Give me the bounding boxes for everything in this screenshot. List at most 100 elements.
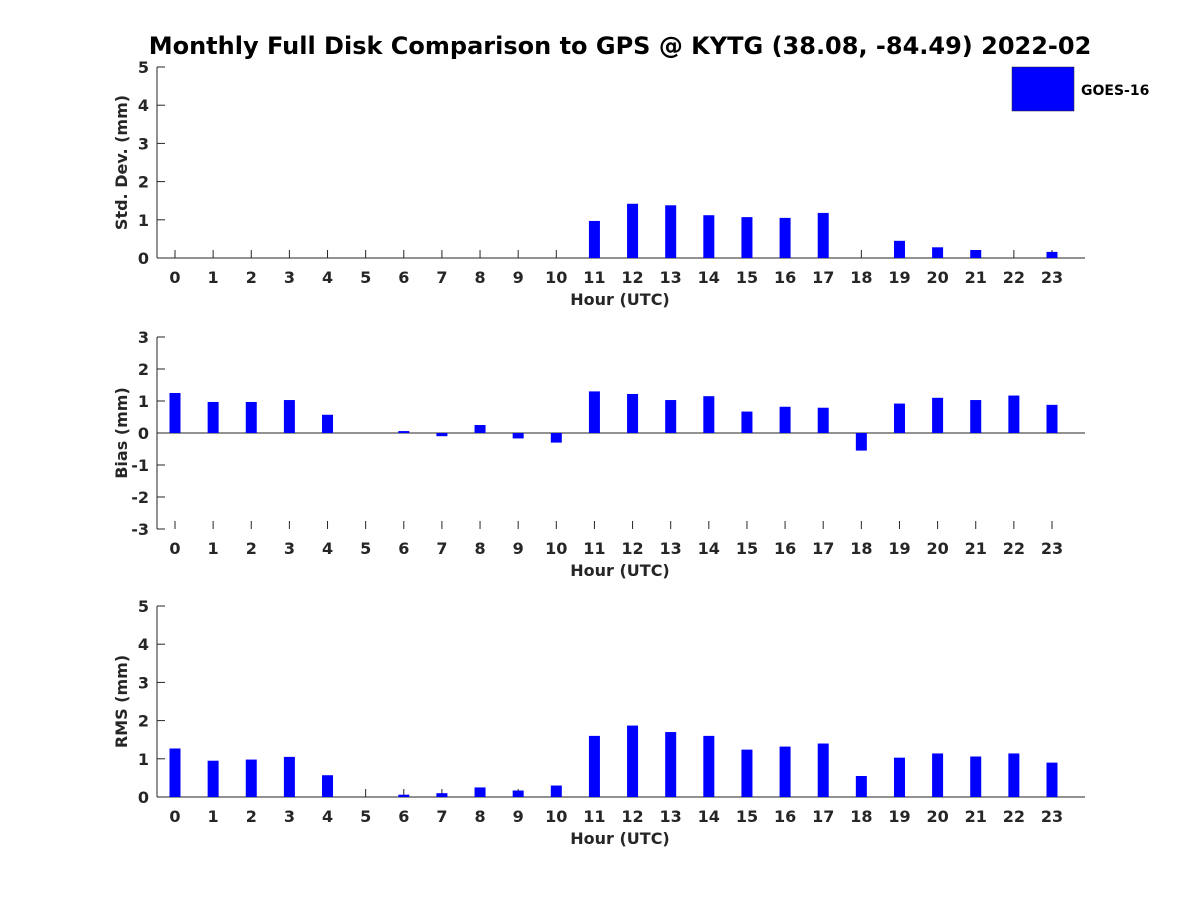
rms-bar-hour-21 — [970, 756, 982, 797]
std-dev-bar-hour-11 — [588, 220, 600, 258]
rms-x-tick-label: 21 — [965, 807, 987, 826]
rms-bar-hour-6 — [398, 794, 410, 797]
std-dev-y-tick-label: 3 — [138, 134, 149, 153]
std-dev-x-tick-label: 16 — [774, 268, 796, 287]
rms-x-label: Hour (UTC) — [570, 829, 670, 848]
rms-bar-hour-12 — [627, 725, 639, 797]
bias-x-label: Hour (UTC) — [570, 561, 670, 580]
rms-y-tick-label: 3 — [138, 673, 149, 692]
rms-x-tick-label: 22 — [1003, 807, 1025, 826]
std-dev-x-tick-label: 18 — [850, 268, 872, 287]
rms-x-tick-label: 7 — [436, 807, 447, 826]
std-dev-x-tick-label: 20 — [926, 268, 948, 287]
bias-bar-hour-22 — [1008, 395, 1020, 433]
bias-x-tick-label: 6 — [398, 539, 409, 558]
std-dev-x-tick-label: 17 — [812, 268, 834, 287]
rms-x-tick-label: 5 — [360, 807, 371, 826]
bias-y-label: Bias (mm) — [112, 387, 131, 479]
rms-y-tick-label: 1 — [138, 750, 149, 769]
bias-bar-hour-6 — [398, 431, 410, 433]
bias-bar-hour-13 — [665, 400, 677, 433]
rms-bar-hour-16 — [779, 746, 791, 797]
bias-bar-hour-21 — [970, 400, 982, 433]
std-dev-x-tick-label: 13 — [660, 268, 682, 287]
rms-bar-hour-1 — [207, 760, 219, 797]
std-dev-x-tick-label: 22 — [1003, 268, 1025, 287]
std-dev-y-tick-label: 5 — [138, 58, 149, 77]
std-dev-x-tick-label: 1 — [208, 268, 219, 287]
std-dev-bar-hour-15 — [741, 217, 753, 258]
std-dev-bar-hour-12 — [627, 203, 639, 258]
legend: GOES-16 — [1011, 66, 1149, 112]
rms-bar-hour-7 — [436, 793, 448, 797]
std-dev-bar-hour-23 — [1046, 251, 1058, 258]
bias-x-tick-label: 11 — [583, 539, 605, 558]
std-dev-x-tick-label: 23 — [1041, 268, 1063, 287]
bias-x-tick-label: 10 — [545, 539, 567, 558]
bias-bar-hour-3 — [283, 400, 295, 433]
std-dev-x-tick-label: 5 — [360, 268, 371, 287]
bias-bar-hour-23 — [1046, 404, 1058, 433]
bias-bar-hour-16 — [779, 406, 791, 433]
std-dev-x-tick-label: 3 — [284, 268, 295, 287]
rms-bar-hour-2 — [245, 759, 257, 797]
rms-x-tick-label: 1 — [208, 807, 219, 826]
rms-bar-hour-22 — [1008, 753, 1020, 797]
bias-x-tick-label: 8 — [474, 539, 485, 558]
bias-y-tick-label: -2 — [131, 488, 149, 507]
rms-bar-hour-10 — [550, 785, 562, 797]
bias-x-tick-label: 9 — [513, 539, 524, 558]
std-dev-x-tick-label: 19 — [888, 268, 910, 287]
rms-x-tick-label: 15 — [736, 807, 758, 826]
std-dev-bar-hour-14 — [703, 215, 715, 258]
rms-y-tick-label: 0 — [138, 788, 149, 807]
std-dev-y-label: Std. Dev. (mm) — [112, 95, 131, 230]
std-dev-bar-hour-17 — [817, 212, 829, 258]
rms-x-tick-label: 6 — [398, 807, 409, 826]
std-dev-x-label: Hour (UTC) — [570, 290, 670, 309]
bias-y-tick-label: -1 — [131, 456, 149, 475]
bias-bar-hour-20 — [932, 397, 944, 433]
std-dev-y-tick-label: 4 — [138, 96, 149, 115]
legend-label: GOES-16 — [1081, 83, 1149, 99]
rms-x-tick-label: 0 — [169, 807, 180, 826]
bias-x-tick-label: 20 — [926, 539, 948, 558]
bias-bar-hour-14 — [703, 396, 715, 433]
bias-x-tick-label: 12 — [621, 539, 643, 558]
std-dev-x-tick-label: 10 — [545, 268, 567, 287]
std-dev-x-tick-label: 11 — [583, 268, 605, 287]
bias-x-tick-label: 5 — [360, 539, 371, 558]
bias-bar-hour-7 — [436, 433, 448, 437]
bias-bar-hour-2 — [245, 401, 257, 433]
std-dev-x-tick-label: 2 — [246, 268, 257, 287]
bias-x-tick-label: 15 — [736, 539, 758, 558]
rms-x-tick-label: 3 — [284, 807, 295, 826]
bias-x-tick-label: 2 — [246, 539, 257, 558]
std-dev-x-tick-label: 14 — [698, 268, 720, 287]
std-dev-x-tick-label: 4 — [322, 268, 333, 287]
rms-bar-hour-17 — [817, 743, 829, 797]
bias-x-tick-label: 21 — [965, 539, 987, 558]
rms-y-tick-label: 5 — [138, 597, 149, 616]
std-dev-bar-hour-20 — [932, 247, 944, 258]
chart-title: Monthly Full Disk Comparison to GPS @ KY… — [149, 32, 1092, 60]
bias-bar-hour-10 — [550, 433, 562, 443]
bias-bar-hour-18 — [855, 433, 867, 451]
std-dev-x-tick-label: 9 — [513, 268, 524, 287]
bias-x-tick-label: 17 — [812, 539, 834, 558]
bias-bar-hour-12 — [627, 393, 639, 433]
rms-x-tick-label: 12 — [621, 807, 643, 826]
rms-bar-hour-18 — [855, 775, 867, 797]
std-dev-bar-hour-16 — [779, 217, 791, 258]
rms-x-tick-label: 23 — [1041, 807, 1063, 826]
bias-x-tick-label: 13 — [660, 539, 682, 558]
bias-x-tick-label: 0 — [169, 539, 180, 558]
rms-x-tick-label: 11 — [583, 807, 605, 826]
legend-swatch — [1011, 66, 1075, 112]
rms-bar-hour-14 — [703, 735, 715, 797]
std-dev-x-tick-label: 21 — [965, 268, 987, 287]
rms-bar-hour-9 — [512, 790, 524, 797]
std-dev-bar-hour-19 — [893, 240, 905, 258]
